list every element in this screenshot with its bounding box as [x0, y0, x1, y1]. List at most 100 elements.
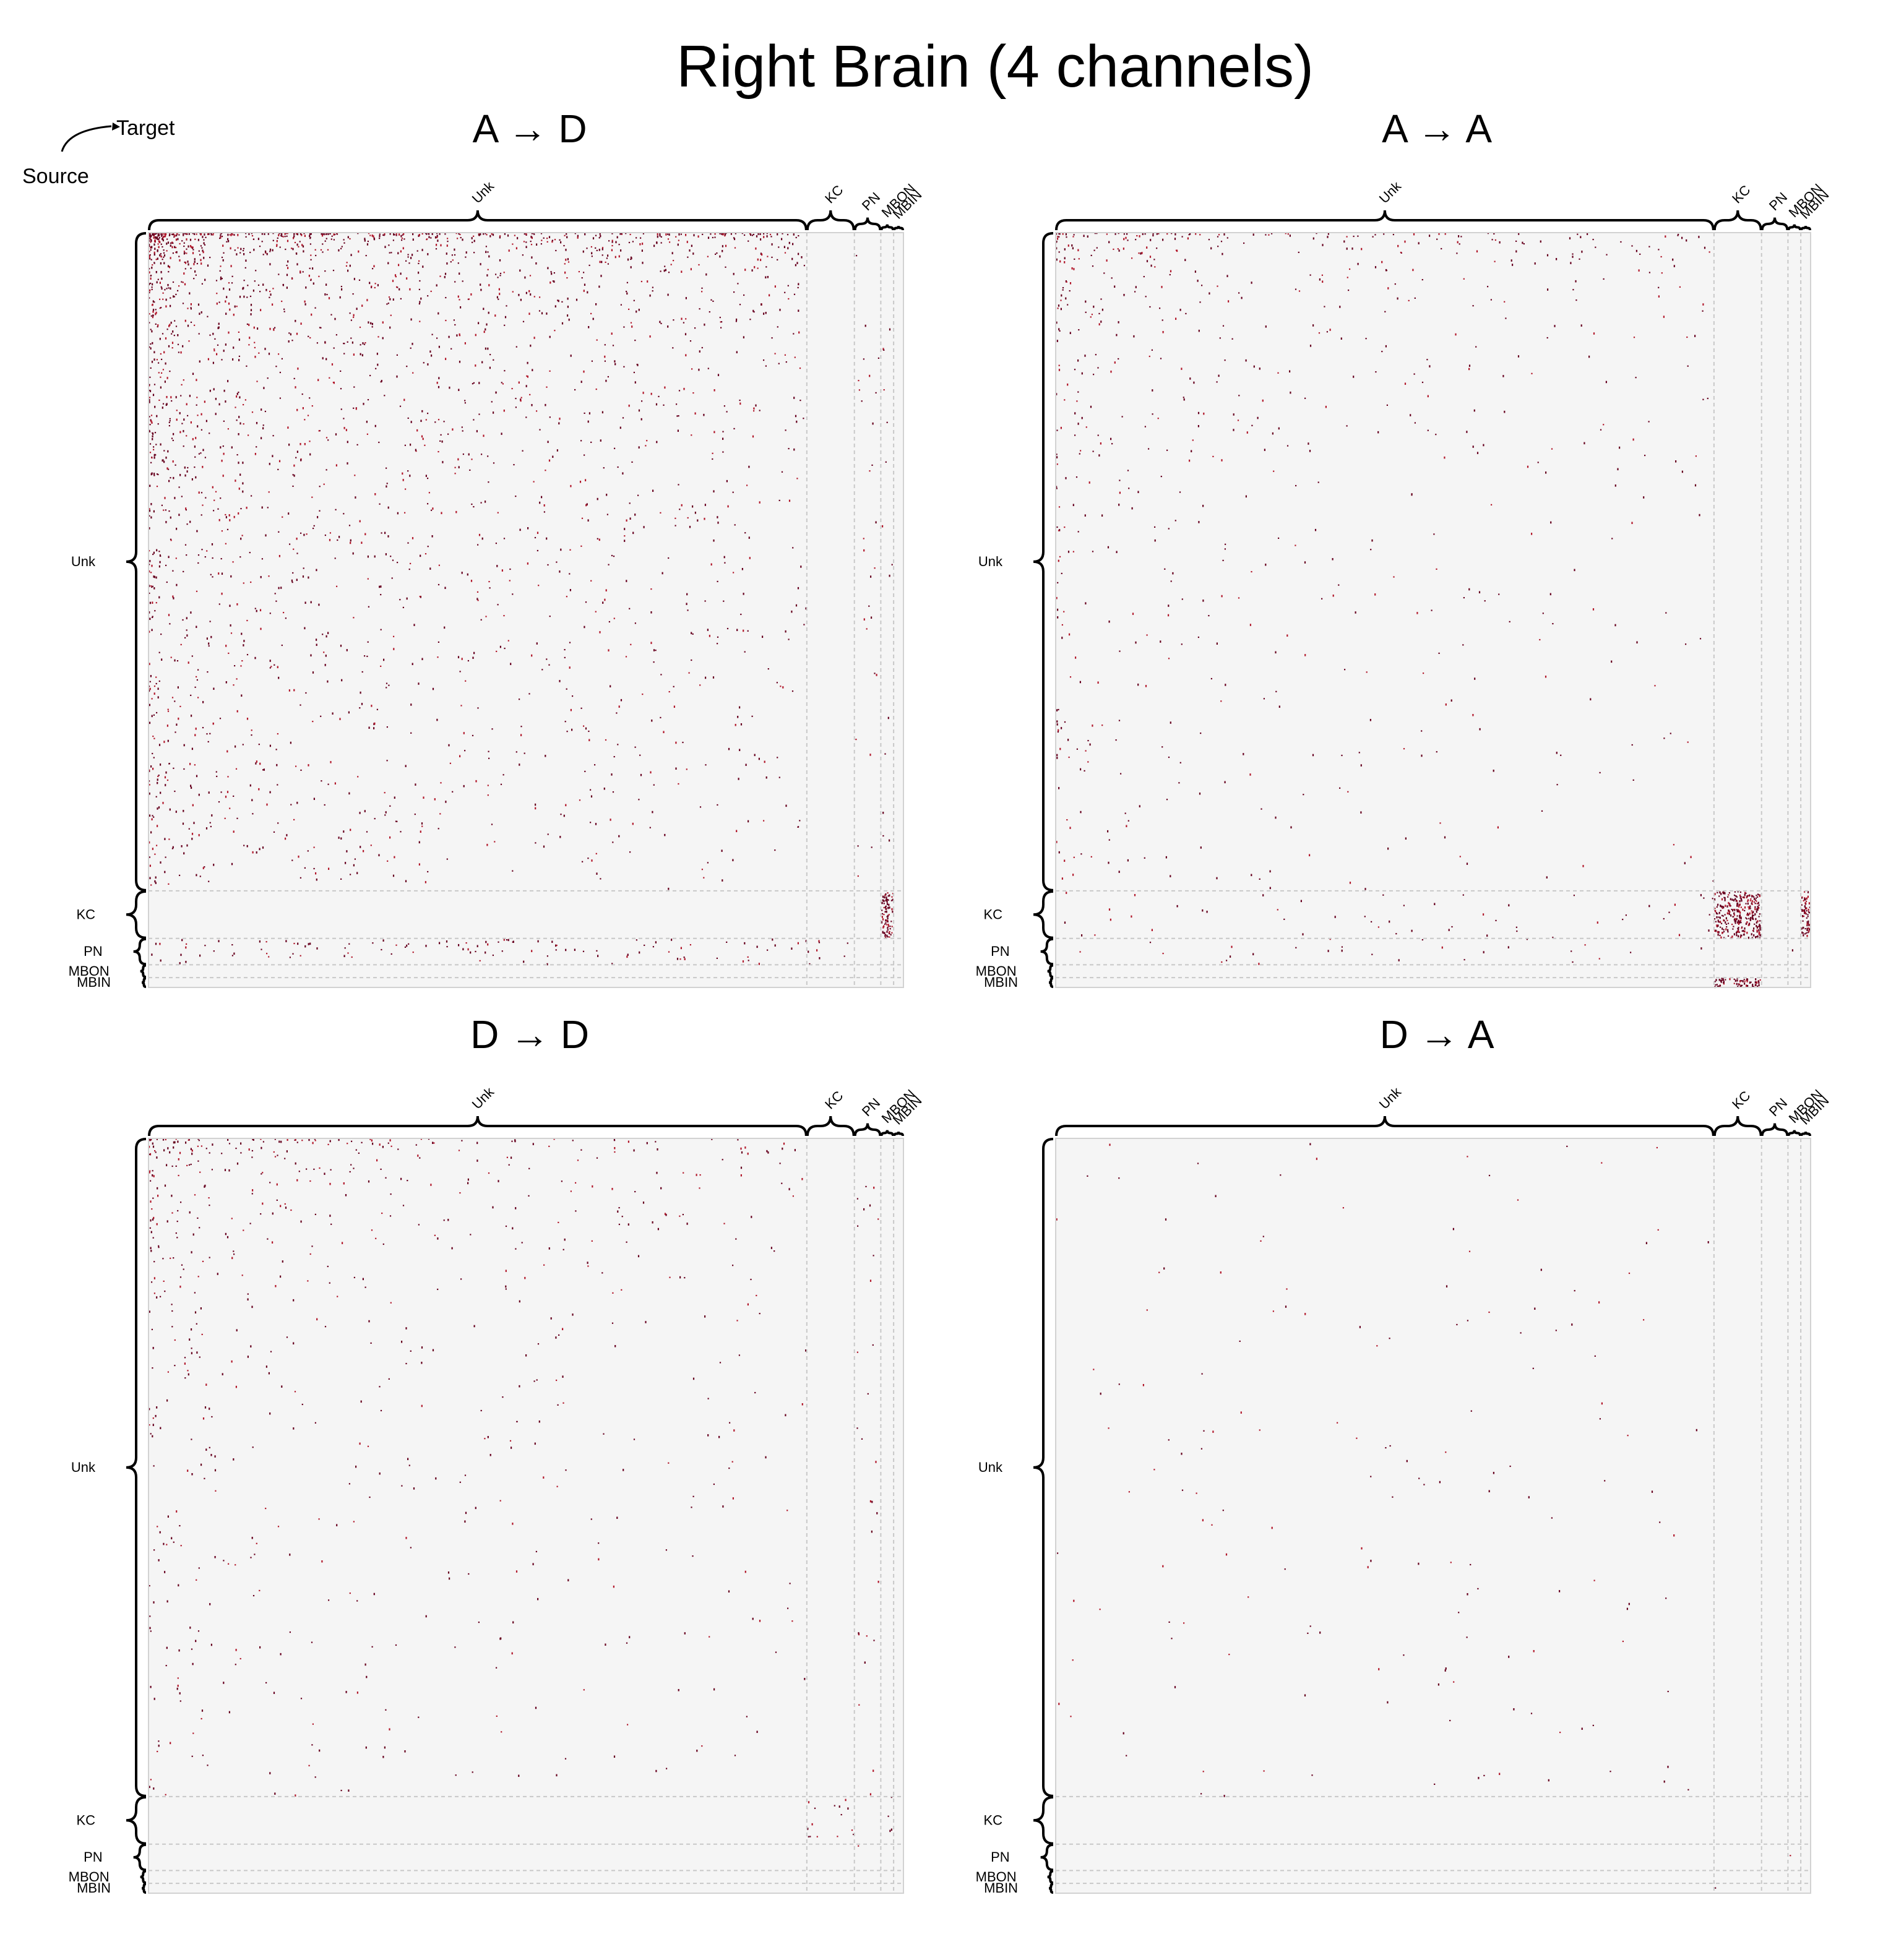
edge-cell	[197, 1145, 199, 1147]
edge-cell	[157, 775, 159, 777]
matrix-background	[1056, 233, 1811, 987]
edge-cell	[535, 262, 537, 265]
edge-cell	[1737, 921, 1739, 924]
edge-cell	[1259, 368, 1260, 370]
edge-cell	[533, 1380, 535, 1382]
edge-cell	[256, 446, 257, 448]
edge-cell	[293, 1427, 295, 1430]
edge-cell	[278, 531, 280, 533]
edge-cell	[1101, 514, 1103, 517]
edge-cell	[701, 291, 703, 293]
edge-cell	[172, 846, 174, 849]
edge-cell	[228, 1169, 230, 1172]
edge-cell	[194, 324, 196, 326]
edge-cell	[560, 814, 562, 815]
edge-cell	[585, 601, 587, 603]
edge-cell	[533, 233, 535, 235]
edge-cell	[197, 239, 199, 241]
edge-cell	[346, 649, 348, 651]
edge-cell	[638, 309, 640, 311]
edge-cell	[630, 266, 632, 269]
edge-cell	[1663, 316, 1665, 318]
edge-cell	[598, 237, 600, 239]
edge-cell	[156, 1156, 158, 1159]
edge-cell	[183, 570, 184, 572]
edge-cell	[566, 233, 567, 235]
edge-cell	[422, 437, 424, 441]
edge-cell	[223, 350, 225, 352]
edge-cell	[713, 1688, 715, 1691]
edge-cell	[1077, 423, 1079, 425]
edge-cell	[1723, 937, 1725, 939]
edge-cell	[349, 1592, 351, 1594]
edge-cell	[372, 268, 374, 270]
edge-cell	[507, 640, 509, 642]
edge-cell	[439, 440, 441, 442]
edge-cell	[260, 309, 262, 311]
edge-cell	[559, 418, 561, 420]
edge-cell	[187, 415, 189, 416]
edge-cell	[186, 233, 187, 235]
edge-cell	[255, 762, 257, 765]
edge-cell	[552, 455, 554, 458]
edge-cell	[566, 236, 568, 239]
edge-cell	[418, 1224, 420, 1226]
edge-cell	[224, 1169, 226, 1171]
edge-cell	[440, 244, 442, 247]
edge-cell	[1071, 267, 1073, 270]
edge-cell	[1505, 317, 1507, 319]
edge-cell	[168, 234, 170, 236]
edge-cell	[1085, 300, 1087, 303]
edge-cell	[457, 295, 459, 298]
edge-cell	[875, 1461, 877, 1463]
edge-cell	[476, 591, 479, 593]
edge-cell	[317, 379, 319, 382]
edge-cell	[801, 256, 803, 259]
edge-cell	[684, 958, 686, 961]
edge-cell	[153, 1175, 155, 1177]
edge-cell	[259, 1589, 261, 1591]
edge-cell	[183, 251, 185, 252]
edge-cell	[857, 1225, 859, 1227]
edge-cell	[221, 572, 223, 575]
edge-cell	[198, 834, 200, 836]
edge-cell	[780, 686, 782, 687]
edge-cell	[1737, 927, 1739, 930]
edge-cell	[420, 419, 422, 423]
edge-cell	[1084, 770, 1085, 772]
edge-cell	[607, 263, 609, 265]
edge-cell	[212, 576, 213, 578]
edge-cell	[251, 1150, 253, 1152]
edge-cell	[1486, 934, 1488, 937]
edge-cell	[191, 1473, 193, 1476]
edge-cell	[155, 1415, 157, 1417]
edge-cell	[295, 457, 297, 458]
edge-cell	[1341, 946, 1343, 948]
edge-cell	[1760, 928, 1762, 931]
edge-cell	[546, 386, 548, 388]
edge-cell	[347, 1143, 348, 1145]
edge-cell	[756, 235, 758, 238]
edge-cell	[178, 234, 180, 236]
edge-cell	[1058, 530, 1060, 531]
edge-cell	[479, 960, 481, 961]
edge-cell	[1718, 895, 1720, 897]
edge-cell	[209, 1205, 210, 1206]
edge-cell	[1588, 355, 1590, 358]
edge-cell	[1353, 235, 1355, 238]
column-group-label: KC	[822, 1088, 846, 1112]
edge-cell	[249, 337, 251, 339]
edge-cell	[1108, 861, 1110, 864]
edge-cell	[1325, 405, 1327, 408]
edge-cell	[151, 818, 153, 821]
edge-cell	[566, 731, 568, 733]
edge-cell	[169, 808, 171, 811]
edge-cell	[1309, 450, 1311, 452]
edge-cell	[1717, 913, 1718, 915]
edge-cell	[1361, 247, 1363, 251]
edge-cell	[1061, 294, 1062, 297]
edge-cell	[519, 528, 521, 531]
edge-cell	[1074, 258, 1075, 260]
edge-cell	[149, 389, 150, 392]
edge-cell	[459, 299, 460, 301]
